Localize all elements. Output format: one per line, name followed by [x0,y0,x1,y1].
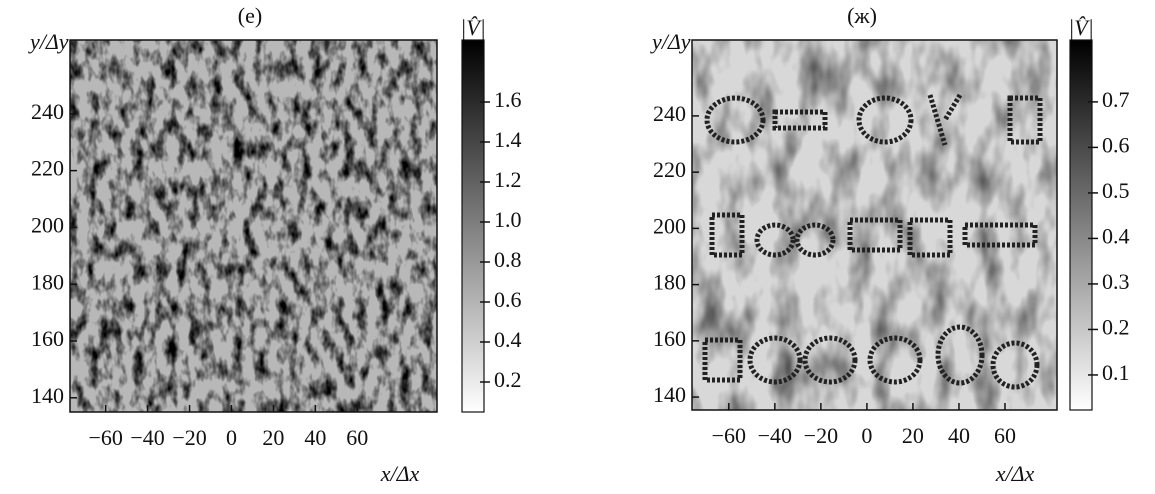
x-axis-label: x/Δx [995,461,1035,486]
x-tick-label: −60 [712,423,746,448]
y-axis-label: y/Δy [28,29,69,54]
y-tick-label: 200 [653,213,686,238]
y-tick-label: 140 [653,382,686,407]
y-tick-label: 220 [653,157,686,182]
colorbar-label: |V̂| [1068,15,1094,40]
panel-label: (е) [238,3,262,28]
colorbar [462,40,484,412]
colorbar-tick-label: 0.4 [494,327,522,352]
x-tick-label: 0 [861,423,872,448]
colorbar-tick-label: 1.0 [494,207,522,232]
x-tick-label: −40 [758,423,792,448]
y-tick-label: 240 [31,99,64,124]
page: (е) y/Δy x/Δx |V̂| −60 −40 −20 0 20 40 60 140 160 180… [0,0,1155,494]
x-axis-label: x/Δx [380,461,420,486]
colorbar-tick-label: 0.2 [1102,314,1130,339]
colorbar-tick-label: 1.2 [494,167,522,192]
colorbar-tick-label: 1.4 [494,127,522,152]
y-tick-label: 160 [653,326,686,351]
y-tick-label: 240 [653,101,686,126]
x-tick-label: 0 [226,425,237,450]
colorbar-tick-label: 0.6 [1102,132,1130,157]
colorbar-tick-label: 1.6 [494,87,522,112]
y-tick-label: 160 [31,326,64,351]
x-tick-label: 40 [304,425,326,450]
x-tick-label: −40 [130,425,164,450]
colorbar-tick-label: 0.2 [494,367,522,392]
colorbar-label: |V̂| [460,15,486,40]
x-tick-label: −20 [172,425,206,450]
panel-label: (ж) [847,3,877,28]
colorbar-tick-label: 0.4 [1102,223,1130,248]
y-tick-label: 180 [653,270,686,295]
y-tick-label: 200 [31,212,64,237]
x-tick-label: 20 [902,423,924,448]
colorbar [1070,40,1092,410]
y-tick-label: 180 [31,269,64,294]
x-tick-label: 60 [346,425,368,450]
heatmap-texture [70,40,437,412]
x-tick-label: 40 [948,423,970,448]
colorbar-tick-label: 0.5 [1102,178,1130,203]
x-tick-label: −20 [804,423,838,448]
colorbar-tick-label: 0.1 [1102,360,1130,385]
y-tick-label: 220 [31,156,64,181]
colorbar-tick-label: 0.3 [1102,269,1130,294]
colorbar-tick-label: 0.6 [494,287,522,312]
y-axis-label: y/Δy [650,29,691,54]
x-tick-label: 60 [994,423,1016,448]
y-tick-label: 140 [31,383,64,408]
colorbar-tick-label: 0.7 [1102,87,1130,112]
colorbar-tick-label: 0.8 [494,247,522,272]
x-tick-label: 20 [262,425,284,450]
x-tick-label: −60 [88,425,122,450]
